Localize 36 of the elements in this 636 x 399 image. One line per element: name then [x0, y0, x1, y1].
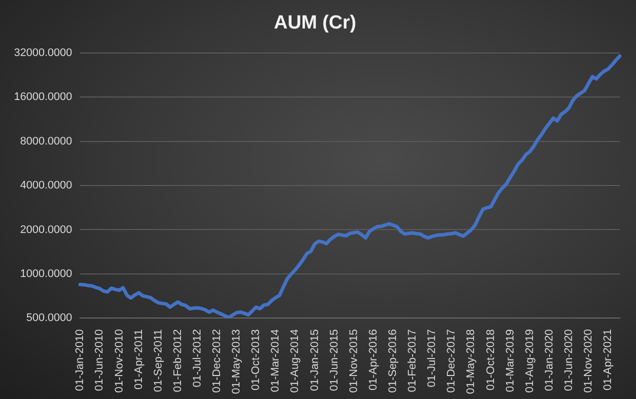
- y-tick-label: 1000.0000: [20, 268, 72, 280]
- x-tick-label: 01-Sep-2016: [387, 329, 400, 393]
- x-tick-label: 01-Jan-2020: [543, 329, 556, 391]
- x-tick-label: 01-Jul-2017: [426, 329, 438, 388]
- x-tick-label: 01-Mar-2019: [504, 329, 516, 392]
- y-tick-label: 32000.0000: [14, 46, 72, 59]
- y-tick-label: 4000.0000: [20, 180, 72, 192]
- x-tick-label: 01-May-2018: [465, 329, 478, 394]
- y-tick-label: 8000.0000: [20, 135, 72, 148]
- x-tick-label: 01-Apr-2016: [367, 329, 380, 390]
- x-tick-label: 01-Dec-2017: [446, 329, 458, 393]
- x-tick-label: 01-Jun-2020: [562, 329, 575, 391]
- x-tick-label: 01-Dec-2012: [211, 329, 224, 393]
- x-tick-label: 01-Jun-2010: [94, 329, 106, 391]
- x-tick-label: 01-Nov-2010: [113, 329, 126, 393]
- x-tick-label: 01-Jan-2015: [308, 329, 321, 391]
- x-tick-label: 01-May-2013: [230, 329, 243, 394]
- x-tick-label: 01-Jun-2015: [328, 329, 340, 391]
- x-tick-label: 01-Sep-2011: [152, 329, 164, 392]
- x-tick-label: 01-Mar-2014: [270, 329, 282, 392]
- x-tick-label: 01-Oct-2018: [484, 329, 497, 390]
- y-tick-label: 500.0000: [26, 312, 72, 324]
- x-tick-label: 01-Aug-2019: [524, 329, 536, 393]
- x-tick-label: 01-Jul-2012: [191, 329, 204, 388]
- y-tick-label: 16000.0000: [14, 91, 72, 104]
- y-tick-label: 2000.0000: [20, 224, 72, 236]
- x-tick-label: 01-Oct-2013: [250, 329, 262, 390]
- x-tick-label: 01-Apr-2021: [602, 329, 614, 390]
- x-tick-label: 01-Feb-2017: [406, 329, 419, 392]
- x-tick-label: 01-Apr-2011: [132, 329, 145, 390]
- x-tick-label: 01-Jan-2010: [74, 329, 86, 391]
- chart-title: AUM (Cr): [274, 12, 356, 34]
- x-tick-label: 01-Feb-2012: [172, 329, 184, 392]
- x-tick-label: 01-Aug-2014: [289, 329, 302, 393]
- x-tick-label: 01-Nov-2015: [348, 329, 360, 393]
- x-tick-label: 01-Nov-2020: [582, 329, 595, 393]
